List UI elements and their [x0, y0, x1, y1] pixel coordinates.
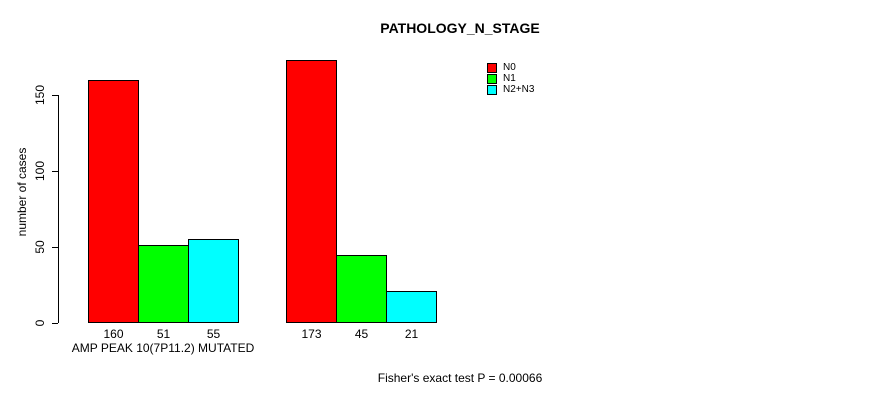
- bar-n0-group2: [286, 60, 337, 323]
- fisher-test-annotation: Fisher's exact test P = 0.00066: [377, 371, 543, 385]
- legend-item-n0: N0: [487, 62, 534, 73]
- bar-n2-n3-group1: [188, 239, 239, 323]
- bar-n0-group1: [88, 79, 139, 323]
- legend-swatch: [487, 62, 497, 73]
- y-tick-label: 100: [33, 160, 47, 182]
- bar-value-label: 173: [301, 327, 322, 341]
- legend-swatch: [487, 73, 497, 84]
- y-tick: [52, 323, 58, 324]
- y-tick: [52, 171, 58, 172]
- bar-value-label: 55: [206, 327, 221, 341]
- x-axis-label: AMP PEAK 10(7P11.2) MUTATED: [71, 341, 255, 355]
- y-axis-label: number of cases: [15, 147, 29, 237]
- bar-value-label: 51: [156, 327, 171, 341]
- y-tick: [52, 95, 58, 96]
- y-tick-label: 150: [33, 84, 47, 106]
- bar-value-label: 160: [103, 327, 124, 341]
- legend: N0 N1 N2+N3: [487, 62, 534, 95]
- legend-item-n1: N1: [487, 73, 534, 84]
- y-axis-line: [58, 95, 59, 323]
- chart-title: PATHOLOGY_N_STAGE: [380, 20, 540, 36]
- bar-n2-n3-group2: [386, 291, 437, 323]
- legend-item-n2-n3: N2+N3: [487, 84, 534, 95]
- legend-label: N1: [503, 72, 516, 84]
- legend-label: N2+N3: [503, 83, 535, 95]
- legend-swatch: [487, 84, 497, 95]
- bar-n1-group1: [138, 245, 189, 323]
- bar-value-label: 21: [404, 327, 419, 341]
- bar-value-label: 45: [354, 327, 369, 341]
- legend-label: N0: [503, 61, 516, 73]
- y-tick: [52, 247, 58, 248]
- y-tick-label: 0: [33, 319, 47, 327]
- y-tick-label: 50: [33, 240, 47, 254]
- bar-n1-group2: [336, 254, 387, 323]
